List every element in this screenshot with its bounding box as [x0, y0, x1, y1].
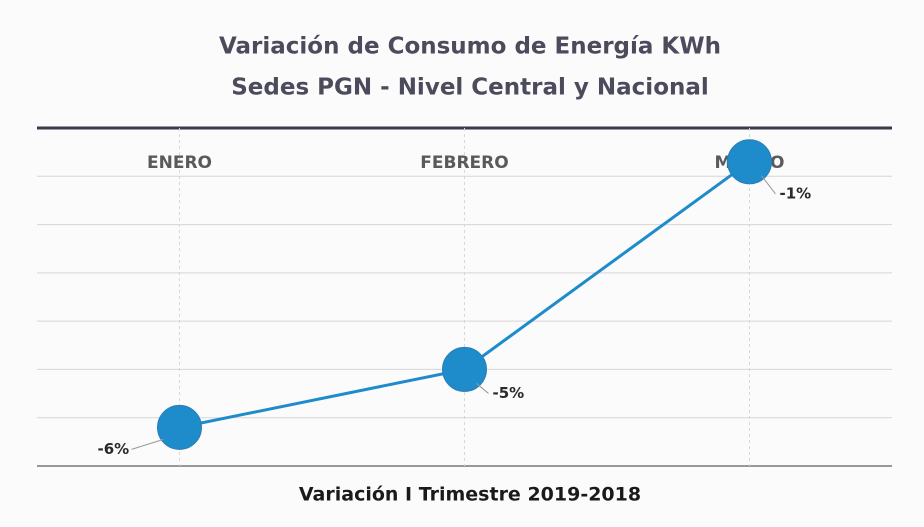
category-label: ENERO: [147, 153, 212, 173]
data-label: -6%: [98, 440, 130, 458]
leader-line: [131, 438, 164, 450]
marker: [727, 139, 772, 185]
chart-title: Variación de Consumo de Energía KWh: [219, 34, 721, 60]
data-label: -1%: [780, 184, 812, 202]
marker: [442, 346, 487, 392]
data-label: -5%: [493, 384, 525, 402]
category-label: FEBRERO: [420, 153, 508, 173]
leader-line: [761, 175, 776, 195]
chart-subtitle: Sedes PGN - Nivel Central y Nacional: [231, 75, 709, 101]
marker: [157, 404, 202, 450]
x-axis-label: Variación I Trimestre 2019-2018: [299, 484, 641, 506]
leader-line: [476, 383, 489, 394]
